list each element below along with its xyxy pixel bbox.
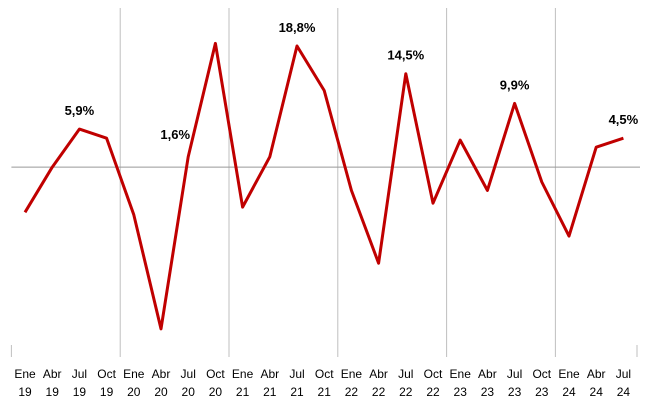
x-tick-label-line: 22 xyxy=(372,385,386,399)
x-tick-label: Abr 22 xyxy=(369,367,388,399)
x-tick-label-line: Oct xyxy=(315,367,334,381)
x-tick-label-line: Abr xyxy=(587,367,606,381)
x-tick-label-line: 21 xyxy=(290,385,304,399)
x-tick-label: Ene 23 xyxy=(450,367,472,399)
x-tick-label: Ene 19 xyxy=(14,367,36,399)
x-tick-label-line: Ene xyxy=(450,367,472,381)
x-tick-label-line: Jul xyxy=(398,367,413,381)
x-tick-label-line: Jul xyxy=(507,367,522,381)
x-tick-label: Oct 23 xyxy=(532,367,551,399)
value-label: 9,9% xyxy=(500,77,530,92)
value-label: 18,8% xyxy=(279,20,316,35)
line xyxy=(23,41,624,331)
x-tick-label: Abr 24 xyxy=(587,367,606,399)
x-tick-label-line: Abr xyxy=(260,367,279,381)
x-tick-label-line: Oct xyxy=(97,367,116,381)
x-tick-label: Jul 24 xyxy=(616,367,631,399)
value-label: 5,9% xyxy=(65,103,95,118)
x-tick-label: Ene 22 xyxy=(341,367,363,399)
x-tick-label: Oct 22 xyxy=(424,367,443,399)
x-tick-label: Abr 20 xyxy=(152,367,171,399)
x-tick-label-line: 19 xyxy=(100,385,114,399)
x-tick-label-line: 23 xyxy=(481,385,495,399)
x-tick-label-line: 22 xyxy=(399,385,413,399)
x-tick-label-line: 22 xyxy=(345,385,359,399)
x-tick-label-line: 19 xyxy=(73,385,87,399)
x-tick-label-line: 20 xyxy=(209,385,223,399)
x-tick-label-line: Oct xyxy=(206,367,225,381)
x-tick-label: Ene 21 xyxy=(232,367,254,399)
x-tick-label-line: 20 xyxy=(154,385,168,399)
x-tick-label-line: 22 xyxy=(426,385,440,399)
value-label: 14,5% xyxy=(387,48,424,63)
x-tick-label-line: 23 xyxy=(508,385,522,399)
x-tick-label: Ene 20 xyxy=(123,367,145,399)
x-tick-label-line: Oct xyxy=(424,367,443,381)
x-tick-label-line: 21 xyxy=(236,385,250,399)
x-tick-label-line: 20 xyxy=(182,385,196,399)
x-tick-label-line: Jul xyxy=(616,367,631,381)
x-tick-label: Oct 19 xyxy=(97,367,116,399)
x-tick-label-line: 20 xyxy=(127,385,141,399)
value-label: 1,6% xyxy=(160,127,190,142)
x-tick-label: Abr 21 xyxy=(260,367,279,399)
x-tick-label: Ene 24 xyxy=(558,367,580,399)
x-tick-label-line: Ene xyxy=(558,367,580,381)
x-tick-label: Jul 19 xyxy=(72,367,87,399)
x-tick-label: Abr 19 xyxy=(43,367,62,399)
x-tick-label: Jul 20 xyxy=(181,367,196,399)
x-tick-label-line: Abr xyxy=(152,367,171,381)
x-tick-label-line: Abr xyxy=(369,367,388,381)
x-tick-label: Abr 23 xyxy=(478,367,497,399)
x-tick-label-line: Jul xyxy=(181,367,196,381)
x-tick-label-line: Ene xyxy=(341,367,363,381)
x-tick-label-line: 24 xyxy=(617,385,631,399)
x-tick-label: Jul 22 xyxy=(398,367,413,399)
x-tick-label: Jul 23 xyxy=(507,367,522,399)
x-tick-label-line: Abr xyxy=(478,367,497,381)
x-tick-label-line: Ene xyxy=(14,367,36,381)
x-tick-label-line: 19 xyxy=(46,385,60,399)
x-tick-label-line: Ene xyxy=(123,367,145,381)
x-tick-label-line: Oct xyxy=(532,367,551,381)
x-tick-label-line: 19 xyxy=(18,385,32,399)
x-tick-label-line: 21 xyxy=(263,385,277,399)
x-tick-label: Jul 21 xyxy=(289,367,304,399)
x-tick-label-line: 24 xyxy=(562,385,576,399)
x-tick-label: Oct 21 xyxy=(315,367,334,399)
x-tick-label-line: Jul xyxy=(289,367,304,381)
x-tick-label-line: Ene xyxy=(232,367,254,381)
x-tick-label-line: 21 xyxy=(318,385,332,399)
x-tick-label: Oct 20 xyxy=(206,367,225,399)
x-tick-label-line: 24 xyxy=(590,385,604,399)
x-tick-label-line: Jul xyxy=(72,367,87,381)
x-tick-label-line: 23 xyxy=(454,385,468,399)
value-label: 4,5% xyxy=(609,112,639,127)
x-tick-label-line: Abr xyxy=(43,367,62,381)
x-tick-label-line: 23 xyxy=(535,385,549,399)
